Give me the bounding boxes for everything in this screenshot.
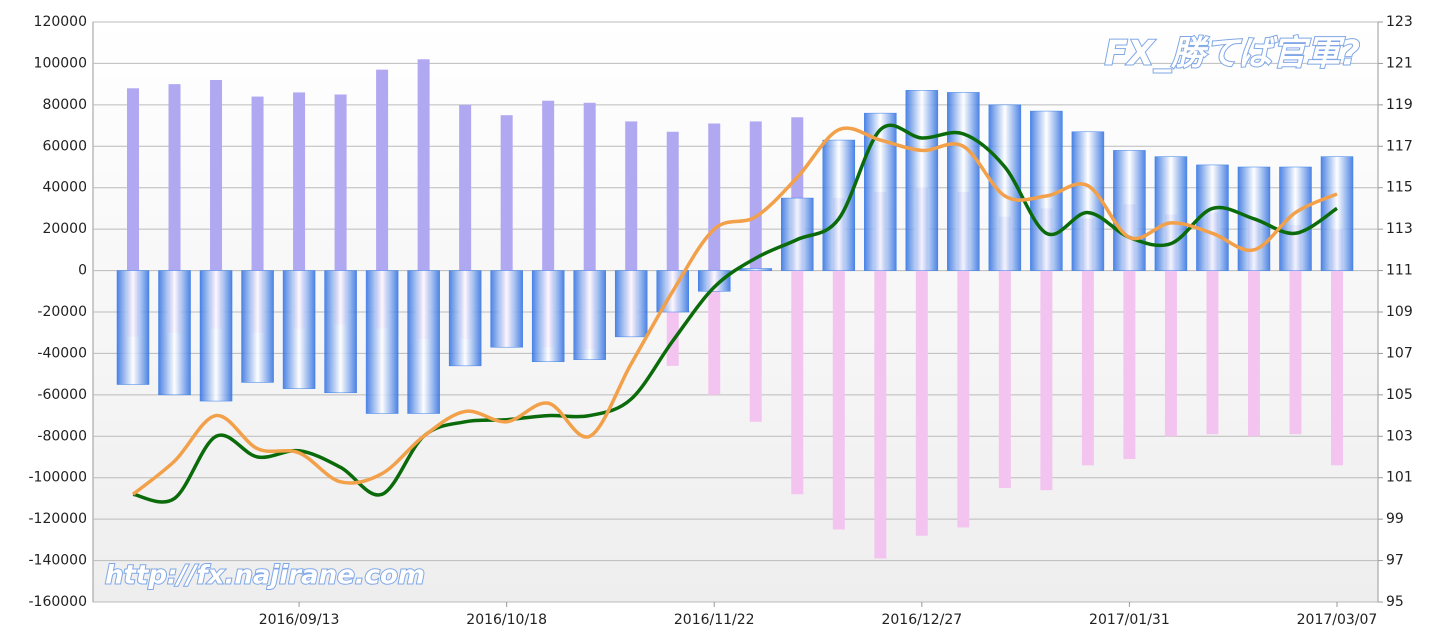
y-tick-label: -60000 <box>37 387 87 403</box>
bar <box>749 121 762 271</box>
bar <box>915 270 928 536</box>
bar <box>832 270 845 530</box>
bar <box>282 270 316 389</box>
bar <box>334 94 347 271</box>
x-tick-label: 2016/09/13 <box>259 612 340 628</box>
bar <box>407 270 440 414</box>
bar <box>199 270 233 402</box>
bar <box>708 123 721 271</box>
y2-tick-label: 111 <box>1386 263 1413 279</box>
bar <box>1279 166 1312 271</box>
bar <box>874 270 887 559</box>
y-tick-label: 0 <box>78 263 87 279</box>
watermark: FX_勝てば官軍? <box>1105 34 1360 74</box>
bar <box>1289 270 1302 435</box>
bar <box>1123 270 1136 460</box>
y-tick-label: -100000 <box>29 470 88 486</box>
y-tick-label: 120000 <box>34 14 87 30</box>
bar <box>531 270 565 362</box>
bar <box>1320 156 1354 271</box>
bar <box>127 88 139 271</box>
y-tick-label: -120000 <box>29 511 88 527</box>
y-tick-label: -80000 <box>37 428 87 444</box>
x-tick-label: 2016/11/22 <box>674 612 755 628</box>
bar <box>573 270 606 360</box>
y-tick-label: 60000 <box>42 138 87 154</box>
x-tick-label: 2017/03/07 <box>1297 612 1378 628</box>
bar <box>739 268 773 271</box>
bar <box>241 270 274 383</box>
bar <box>116 270 150 385</box>
bar <box>490 270 523 348</box>
y2-tick-label: 103 <box>1386 428 1413 444</box>
bar <box>998 270 1011 489</box>
y2-tick-label: 101 <box>1386 470 1413 486</box>
bar <box>448 270 482 367</box>
line <box>131 126 1338 496</box>
y-tick-label: -20000 <box>37 304 87 320</box>
y2-tick-label: 95 <box>1386 594 1404 610</box>
watermark: http://fx.najirane.com <box>105 561 425 591</box>
y2-tick-label: 117 <box>1386 138 1413 154</box>
bar <box>614 270 648 338</box>
y2-tick-label: 121 <box>1386 55 1413 71</box>
bar <box>708 270 721 395</box>
y2-tick-label: 119 <box>1386 97 1413 113</box>
y-tick-label: 80000 <box>42 97 87 113</box>
bar <box>1247 270 1260 437</box>
bar <box>210 80 223 271</box>
bar <box>1164 270 1177 437</box>
bar <box>791 270 804 495</box>
y-tick-label: 100000 <box>34 55 87 71</box>
bar <box>293 92 306 271</box>
bar <box>365 270 399 414</box>
y2-tick-label: 105 <box>1386 387 1413 403</box>
bar <box>324 270 357 394</box>
bar <box>158 270 191 396</box>
y-tick-label: -160000 <box>29 594 88 610</box>
y2-tick-label: 115 <box>1386 180 1413 196</box>
bar <box>1237 166 1271 271</box>
y2-tick-label: 109 <box>1386 304 1413 320</box>
bar <box>666 131 679 271</box>
bar <box>1040 270 1053 491</box>
bar <box>822 139 856 271</box>
bar <box>542 100 555 271</box>
y2-tick-label: 107 <box>1386 345 1413 361</box>
bar <box>1071 131 1105 271</box>
bar <box>905 90 939 271</box>
bar <box>749 270 762 422</box>
x-tick-label: 2016/12/27 <box>881 612 962 628</box>
bar <box>1081 270 1094 466</box>
bar <box>947 92 980 271</box>
x-tick-label: 2017/01/31 <box>1089 612 1170 628</box>
y2-tick-label: 113 <box>1386 221 1413 237</box>
bar <box>417 59 430 271</box>
bar <box>459 104 472 271</box>
y2-tick-label: 99 <box>1386 511 1404 527</box>
bar <box>1113 150 1146 271</box>
bar <box>1331 270 1343 466</box>
bar <box>1154 156 1188 271</box>
bar <box>251 96 264 271</box>
bar <box>583 102 596 271</box>
bar <box>376 69 389 271</box>
y-tick-label: -140000 <box>29 553 88 569</box>
y2-tick-label: 97 <box>1386 553 1404 569</box>
x-tick-label: 2016/10/18 <box>466 612 547 628</box>
bar <box>957 270 970 528</box>
y-tick-label: -40000 <box>37 345 87 361</box>
bar <box>168 84 181 271</box>
bar <box>697 270 731 292</box>
bar <box>1206 270 1219 435</box>
y-tick-label: 20000 <box>42 221 87 237</box>
bar <box>500 115 513 271</box>
y-tick-label: 40000 <box>42 180 87 196</box>
y2-tick-label: 123 <box>1386 14 1413 30</box>
bar <box>625 121 638 271</box>
